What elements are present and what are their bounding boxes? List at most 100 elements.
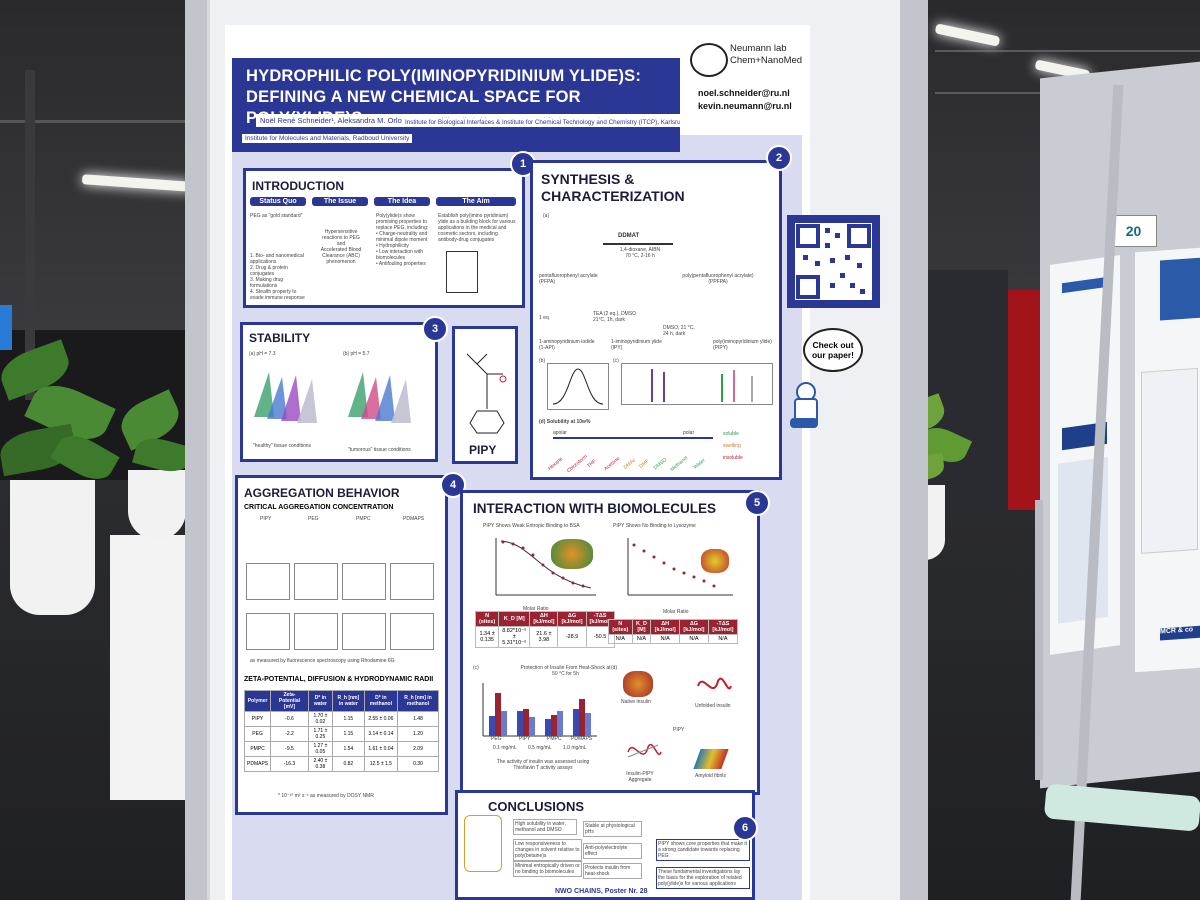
nmr-spectrum bbox=[621, 363, 773, 405]
qr-pattern bbox=[796, 224, 871, 299]
itc-plot-bsa bbox=[495, 538, 596, 596]
solvent-list: Hexane Chloroform THF Acetone DMAc DMF D… bbox=[547, 443, 717, 474]
table-cell: 8.82*10⁻⁶ ± 5.31*10⁻⁶ bbox=[498, 626, 531, 648]
table-cell: 1.48 bbox=[397, 711, 439, 727]
zeta-col-d-methanol: D* in methanol bbox=[363, 690, 399, 712]
table-cell: 2.40 ± 0.38 bbox=[307, 756, 333, 772]
biomolecules-title: INTERACTION WITH BIOMOLECULES bbox=[473, 501, 716, 516]
table-cell: PEG bbox=[243, 726, 272, 742]
insulin-pipy-aggregate-icon bbox=[627, 744, 662, 758]
table-row: N/A N/A N/A N/A N/A bbox=[608, 634, 739, 644]
table-cell: PMPC bbox=[243, 741, 272, 757]
unfolded-insulin-icon bbox=[697, 677, 732, 690]
solvent-thf: THF bbox=[586, 458, 598, 470]
aggregate-label: Insulin-PIPY Aggregate bbox=[626, 771, 654, 783]
polar-label: polar bbox=[683, 430, 695, 436]
solvent-dmac: DMAc bbox=[622, 457, 637, 471]
plot-b-xlabel: Molar Ratio bbox=[663, 609, 689, 615]
conclusion-6: Protects insulin from heat-shock bbox=[583, 863, 642, 879]
conditions-3: DMSO, 21 °C, 24 h, dark bbox=[663, 325, 695, 337]
zeta-table: Polymer Zeta-Potential [mV] D* in water … bbox=[243, 690, 439, 772]
neighbor-label: MCR & co bbox=[1160, 625, 1200, 641]
conclusion-4: Anti-polyelectrolyte effect bbox=[583, 843, 642, 859]
solvent-water: Water bbox=[692, 457, 707, 471]
poster-footer: NWO CHAINS, Poster Nr. 28 bbox=[555, 888, 648, 895]
issue-heading: The Issue bbox=[312, 197, 368, 206]
table-cell: 1.54 bbox=[331, 741, 365, 757]
ipy-label: 1-iminopyridinium ylide (IPY) bbox=[611, 339, 662, 351]
table-header: ΔH [kJ/mol] bbox=[529, 611, 559, 627]
group-pmpc: PMPC bbox=[547, 736, 562, 742]
group-pipy: PIPY bbox=[519, 736, 531, 742]
aggregation-panel: AGGREGATION BEHAVIOR CRITICAL AGGREGATIO… bbox=[235, 475, 448, 815]
astronaut-sticker-icon bbox=[790, 382, 818, 434]
affiliation-2: Institute for Biological Interfaces & In… bbox=[402, 118, 793, 127]
table-cell: N/A bbox=[631, 634, 652, 644]
label-a: (a) bbox=[543, 213, 550, 219]
conclusion-5: Minimal entropically driven or no bindin… bbox=[513, 861, 582, 877]
screen-edge bbox=[0, 305, 12, 350]
plot-a-title: PIPY Shows Weak Entropic Binding to BSA bbox=[483, 523, 580, 529]
magnifier-logo-icon bbox=[690, 43, 728, 77]
biomolecules-panel: INTERACTION WITH BIOMOLECULES PIPY Shows… bbox=[460, 490, 760, 795]
stability-3d-plot-a bbox=[254, 372, 317, 423]
label-c: (c) bbox=[613, 358, 619, 364]
board-pole-right bbox=[900, 0, 928, 900]
lysozyme-protein-icon bbox=[701, 549, 729, 573]
table-cell: 1.61 ± 0.04 bbox=[363, 741, 399, 757]
cac-plot bbox=[246, 613, 290, 650]
qr-code[interactable] bbox=[795, 223, 872, 300]
table-cell: 3.14 ± 0.14 bbox=[363, 726, 399, 742]
label-b: (b) bbox=[539, 358, 546, 364]
table-cell: 0.82 bbox=[331, 756, 365, 772]
status-text: PEG as "gold standard" bbox=[250, 213, 303, 219]
legend-c-3: 1.0 mg/mL bbox=[563, 745, 587, 751]
status-quo-heading: Status Quo bbox=[250, 197, 306, 206]
label-d: (d) Solubility at 10w% bbox=[539, 419, 591, 425]
group-pdmaps: PDMAPS bbox=[571, 736, 593, 742]
table-cell: N/A bbox=[679, 634, 709, 644]
nmr-peaks bbox=[651, 369, 753, 402]
cac-plot bbox=[246, 563, 290, 600]
aim-text: Establish poly(imino pyridinium) ylide a… bbox=[438, 213, 516, 243]
table-cell: 12.5 ± 1.5 bbox=[363, 756, 399, 772]
table-cell: -9.5 bbox=[270, 741, 309, 757]
table-cell: PIPY bbox=[243, 711, 272, 727]
table-cell: -16.3 bbox=[270, 756, 309, 772]
table-header-row: N (sites) K_D [M] ΔH [kJ/mol] ΔG [kJ/mol] -T… bbox=[608, 619, 739, 635]
table-row: PDMAPS -16.3 2.40 ± 0.38 0.82 12.5 ± 1.5 0.30 bbox=[243, 756, 439, 772]
section-number-5: 5 bbox=[744, 490, 770, 516]
reaction-arrow bbox=[603, 243, 673, 245]
insulin-activity-bars bbox=[482, 683, 597, 737]
table-header: ΔG [kJ/mol] bbox=[679, 619, 709, 635]
cac-plot bbox=[390, 613, 434, 650]
plot-c-caption: The activity of insulin was assessed usi… bbox=[496, 759, 590, 771]
table-cell: -28.9 bbox=[557, 626, 587, 648]
amyloid-fibrils-icon bbox=[693, 749, 729, 769]
pipy-label: poly(iminopyridinium ylide) (PIPY) bbox=[713, 339, 772, 351]
board-pole bbox=[1035, 500, 1043, 780]
check-paper-bubble: Check out our paper! bbox=[803, 328, 863, 372]
cac-note: as measured by fluorescence spectroscopy… bbox=[250, 658, 395, 664]
gpc-curve bbox=[552, 368, 604, 405]
zeta-col-rh-methanol: R_h [nm] in methanol bbox=[397, 690, 439, 712]
itc-plot-lysozyme bbox=[627, 538, 733, 596]
api-label: 1-aminopyridinium iodide (1-API) bbox=[539, 339, 595, 351]
polymer-pdmaps: PDMAPS bbox=[403, 516, 425, 522]
pipy-structure-panel: PIPY bbox=[452, 326, 518, 464]
conclusion-1: High solubility in water, methanol and D… bbox=[513, 819, 577, 835]
neighbor-poster-right: MCR & co bbox=[1135, 247, 1200, 673]
pipy-conclusion-structure bbox=[464, 815, 502, 872]
table-cell: 1.70 ± 0.02 bbox=[307, 711, 333, 727]
cac-plot bbox=[342, 613, 386, 650]
plant-pot bbox=[10, 480, 95, 615]
conclusion-3: Low responsiveness to changes in solvent… bbox=[513, 839, 582, 861]
plot-a-xlabel: Molar Ratio bbox=[523, 606, 549, 612]
polymer-peg: PEG bbox=[308, 516, 319, 522]
table-cell: 1.34 ± 0.135 bbox=[474, 626, 500, 648]
table-cell: 2.09 bbox=[397, 741, 439, 757]
table-header: ΔG [kJ/mol] bbox=[557, 611, 587, 627]
unfolded-insulin-label: Unfolded insulin bbox=[695, 703, 731, 709]
introduction-title: INTRODUCTION bbox=[252, 179, 344, 193]
